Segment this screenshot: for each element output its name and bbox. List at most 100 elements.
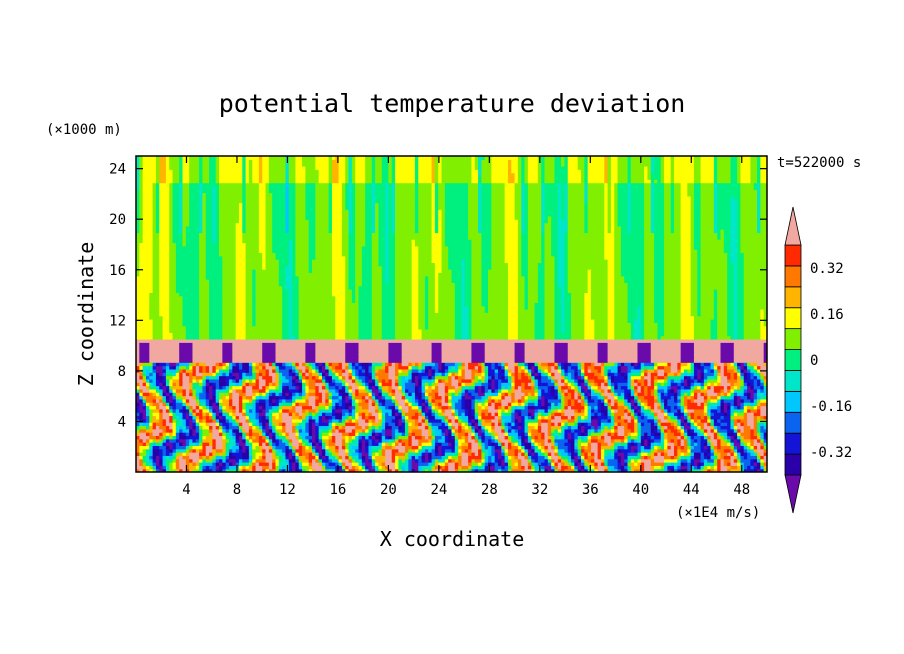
heatmap-cell xyxy=(541,462,549,466)
heatmap-cell xyxy=(677,382,682,387)
heatmap-cell xyxy=(687,392,692,397)
heatmap-cell xyxy=(517,398,522,403)
heatmap-cell xyxy=(448,462,456,466)
heatmap-cell xyxy=(408,442,413,446)
heatmap-cell xyxy=(428,468,433,472)
heatmap-cell xyxy=(308,458,313,463)
heatmap-cell xyxy=(750,368,755,373)
heatmap-cell xyxy=(757,408,761,413)
heatmap-cell xyxy=(710,408,718,413)
heatmap-cell xyxy=(564,408,575,413)
heatmap-cell xyxy=(398,422,403,427)
heatmap-cell xyxy=(258,408,263,413)
heatmap-cell xyxy=(202,382,207,387)
heatmap-cell xyxy=(312,435,316,440)
heatmap-cell xyxy=(491,392,499,397)
heatmap-cell xyxy=(175,438,180,443)
heatmap-cell xyxy=(717,372,722,377)
heatmap-cell xyxy=(677,368,682,373)
heatmap-cell xyxy=(577,408,582,413)
heatmap-cell xyxy=(683,428,688,433)
heatmap-cell xyxy=(438,362,443,367)
heatmap-cell xyxy=(189,455,200,460)
heatmap-cell xyxy=(537,448,542,453)
heatmap-cell xyxy=(219,462,223,466)
heatmap-cell xyxy=(312,415,320,420)
heatmap-cell xyxy=(136,408,140,413)
heatmap-cell xyxy=(405,432,409,437)
heatmap-cell xyxy=(401,418,406,423)
heatmap-cell xyxy=(414,448,419,453)
heatmap-cell xyxy=(481,455,486,460)
heatmap-cell xyxy=(345,428,353,433)
heatmap-cell xyxy=(199,458,204,463)
heatmap-cell xyxy=(368,375,373,380)
heatmap-cell xyxy=(375,452,380,456)
heatmap-cell xyxy=(438,412,443,417)
heatmap-cell xyxy=(481,398,486,403)
heatmap-cell xyxy=(567,462,572,466)
heatmap-cell xyxy=(411,365,416,370)
heatmap-cell xyxy=(627,462,632,466)
heatmap-cell xyxy=(235,408,240,413)
heatmap-cell xyxy=(315,385,320,390)
heatmap-cell xyxy=(179,418,184,423)
heatmap-cell xyxy=(584,368,589,373)
heatmap-cell xyxy=(149,385,157,390)
heatmap-cell xyxy=(461,372,466,377)
heatmap-cell xyxy=(687,412,692,417)
heatmap-cell xyxy=(302,458,310,463)
heatmap-cell xyxy=(604,382,609,387)
heatmap-cell xyxy=(145,442,150,446)
heatmap-cell xyxy=(733,395,738,400)
heatmap-cell xyxy=(524,452,529,456)
heatmap-cell xyxy=(577,468,582,472)
heatmap-cell xyxy=(285,458,290,463)
heatmap-cell xyxy=(411,438,419,443)
heatmap-cell xyxy=(600,372,605,377)
heatmap-cell xyxy=(657,392,662,397)
heatmap-cell xyxy=(262,425,267,430)
heatmap-cell xyxy=(345,378,353,383)
heatmap-cell xyxy=(604,375,609,380)
heatmap-cell xyxy=(245,445,250,450)
heatmap-cell xyxy=(165,375,174,380)
heatmap-cell xyxy=(242,448,247,453)
heatmap-cell xyxy=(298,468,303,472)
heatmap-cell xyxy=(541,402,546,407)
heatmap-cell xyxy=(368,368,373,373)
heatmap-cell xyxy=(561,405,566,410)
heatmap-cell xyxy=(219,385,223,390)
heatmap-cell xyxy=(169,405,174,410)
heatmap-cell xyxy=(700,428,705,433)
heatmap-cell xyxy=(690,398,695,403)
heatmap-cell xyxy=(312,362,316,367)
heatmap-cell xyxy=(145,372,150,377)
heatmap-cell xyxy=(627,435,632,440)
heatmap-cell xyxy=(574,402,582,407)
heatmap-cell xyxy=(258,362,267,367)
heatmap-cell xyxy=(478,365,482,370)
heatmap-cell xyxy=(664,368,672,373)
heatmap-cell xyxy=(620,455,625,460)
heatmap-cell xyxy=(421,362,426,367)
heatmap-cell xyxy=(461,388,466,393)
heatmap-cell xyxy=(461,398,466,403)
heatmap-cell xyxy=(717,435,722,440)
heatmap-cell xyxy=(242,405,247,410)
heatmap-cell xyxy=(145,425,150,430)
heatmap-cell xyxy=(431,375,436,380)
heatmap-cell xyxy=(700,375,705,380)
heatmap-cell xyxy=(292,382,297,387)
heatmap-cell xyxy=(590,425,595,430)
heatmap-cell xyxy=(484,365,489,370)
heatmap-cell xyxy=(703,408,708,413)
heatmap-cell xyxy=(431,468,436,472)
heatmap-cell xyxy=(567,385,572,390)
heatmap-cell xyxy=(687,372,692,377)
heatmap-cell xyxy=(165,365,170,370)
heatmap-cell xyxy=(461,422,466,427)
heatmap-cell xyxy=(424,458,429,463)
heatmap-cell xyxy=(514,375,519,380)
heatmap-cell xyxy=(454,362,459,367)
